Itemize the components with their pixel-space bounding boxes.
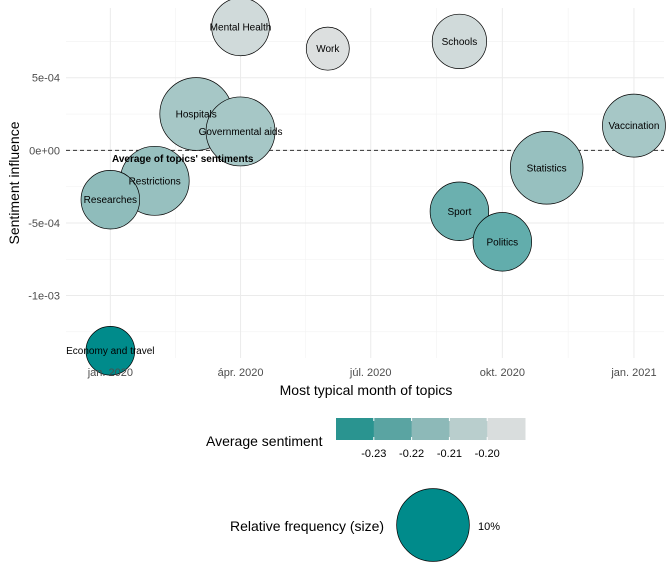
x-axis-title: Most typical month of topics bbox=[280, 382, 453, 398]
bubble-label: Work bbox=[316, 44, 340, 55]
color-legend: Average sentiment -0.23 -0.22 -0.21 -0.20 bbox=[206, 418, 526, 460]
size-legend-label: 10% bbox=[478, 521, 500, 533]
y-axis-ticks: 5e-04 0e+00 -5e-04 -1e-03 bbox=[28, 73, 60, 303]
size-legend: Relative frequency (size) 10% bbox=[230, 488, 500, 562]
bubble-point bbox=[431, 13, 487, 69]
color-legend-swatch bbox=[373, 418, 413, 440]
bubble-point bbox=[602, 93, 666, 158]
y-axis-title: Sentiment influence bbox=[6, 121, 22, 244]
bubble-point bbox=[305, 26, 350, 71]
bubbles bbox=[80, 0, 666, 376]
bubble-label: Politics bbox=[486, 237, 518, 248]
color-legend-tick-label: -0.20 bbox=[475, 448, 500, 460]
color-legend-tick-label: -0.22 bbox=[399, 448, 424, 460]
x-tick-label: ápr. 2020 bbox=[218, 367, 264, 379]
bubble-point bbox=[509, 131, 584, 205]
size-legend-bubble bbox=[396, 488, 470, 562]
bubble-label: Statistics bbox=[527, 163, 567, 174]
x-tick-label: jan. 2020 bbox=[87, 367, 133, 379]
color-legend-swatch bbox=[336, 418, 375, 440]
bubble-point bbox=[80, 170, 141, 230]
bubble-label: Governmental aids bbox=[199, 127, 283, 138]
color-legend-tick-label: -0.23 bbox=[361, 448, 386, 460]
color-legend-title: Average sentiment bbox=[206, 433, 323, 449]
annotation-label: Average of topics' sentiments bbox=[112, 154, 254, 165]
y-tick-label: 0e+00 bbox=[29, 145, 60, 157]
bubble-point bbox=[472, 212, 533, 272]
color-legend-swatch bbox=[449, 418, 488, 440]
grid bbox=[66, 8, 664, 358]
bubble-label: Researches bbox=[84, 195, 137, 206]
bubble-label: Sport bbox=[447, 207, 471, 218]
x-axis-ticks: jan. 2020 ápr. 2020 júl. 2020 okt. 2020 jan.… bbox=[87, 367, 657, 379]
x-tick-label: jan. 2021 bbox=[610, 367, 656, 379]
y-tick-label: -1e-03 bbox=[28, 291, 60, 303]
bubble-label: Vaccination bbox=[608, 121, 659, 132]
bubble-labels: Mental Health Work Schools Hospitals Governm… bbox=[66, 22, 659, 357]
bubble-point bbox=[211, 0, 270, 57]
x-tick-label: júl. 2020 bbox=[349, 367, 392, 379]
size-legend-title: Relative frequency (size) bbox=[230, 518, 384, 534]
color-legend-ticks: -0.23 -0.22 -0.21 -0.20 bbox=[361, 418, 500, 460]
bubble-label: Mental Health bbox=[210, 22, 272, 33]
bubble-point bbox=[429, 181, 490, 241]
bubble-label: Economy and travel bbox=[66, 346, 154, 357]
color-legend-swatch bbox=[487, 418, 526, 440]
y-tick-label: -5e-04 bbox=[28, 218, 60, 230]
size-legend-swatch bbox=[396, 488, 470, 562]
bubble-label: Restrictions bbox=[129, 176, 181, 187]
bubble-label: Schools bbox=[442, 37, 478, 48]
x-tick-label: okt. 2020 bbox=[480, 367, 525, 379]
color-legend-tick-label: -0.21 bbox=[437, 448, 462, 460]
bubble-point bbox=[85, 325, 136, 376]
bubble-point bbox=[205, 96, 276, 167]
color-legend-swatch bbox=[411, 418, 450, 440]
y-tick-label: 5e-04 bbox=[32, 73, 60, 85]
bubble-label: Hospitals bbox=[176, 110, 217, 121]
color-legend-bar bbox=[336, 418, 526, 440]
